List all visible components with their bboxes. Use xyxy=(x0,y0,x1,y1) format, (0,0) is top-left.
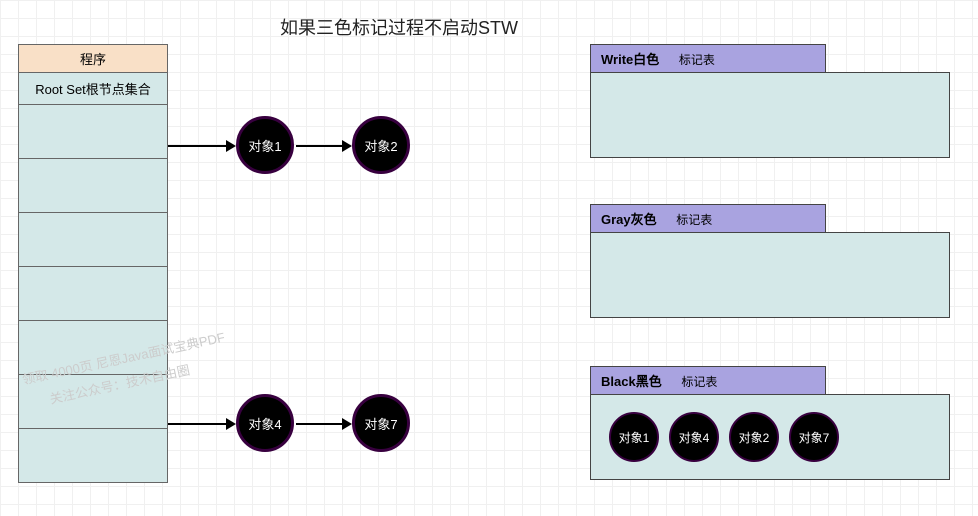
diagram-title: 如果三色标记过程不启动STW xyxy=(280,14,518,40)
arrow-obj4-to-obj7 xyxy=(296,423,344,425)
gray-panel xyxy=(590,232,950,318)
rootset-cell xyxy=(18,213,168,267)
white-tab: Write白色 标记表 xyxy=(590,44,826,72)
program-header: 程序 xyxy=(18,44,168,73)
black-tab-bold: Black黑色 xyxy=(601,374,662,389)
left-column: 程序 Root Set根节点集合 xyxy=(18,44,168,483)
gray-tab: Gray灰色 标记表 xyxy=(590,204,826,232)
node-obj1: 对象1 xyxy=(236,116,294,174)
black-panel-group: Black黑色 标记表 对象1对象4对象2对象7 xyxy=(590,366,950,480)
black-item-node: 对象4 xyxy=(669,412,719,462)
black-item-node: 对象2 xyxy=(729,412,779,462)
rootset-cell xyxy=(18,267,168,321)
arrow-root-to-obj1 xyxy=(168,145,228,147)
arrow-head-3 xyxy=(226,418,236,430)
black-tab-sub: 标记表 xyxy=(681,375,717,389)
black-item-node: 对象1 xyxy=(609,412,659,462)
arrow-root-to-obj4 xyxy=(168,423,228,425)
arrow-obj1-to-obj2 xyxy=(296,145,344,147)
node-obj7: 对象7 xyxy=(352,394,410,452)
gray-tab-bold: Gray灰色 xyxy=(601,212,657,227)
white-panel-group: Write白色 标记表 xyxy=(590,44,950,158)
black-tab: Black黑色 标记表 xyxy=(590,366,826,394)
rootset-cell xyxy=(18,429,168,483)
rootset-cell xyxy=(18,105,168,159)
rootset-header: Root Set根节点集合 xyxy=(18,73,168,105)
gray-panel-group: Gray灰色 标记表 xyxy=(590,204,950,318)
node-obj2: 对象2 xyxy=(352,116,410,174)
node-obj4: 对象4 xyxy=(236,394,294,452)
black-panel: 对象1对象4对象2对象7 xyxy=(590,394,950,480)
white-panel xyxy=(590,72,950,158)
arrow-head-2 xyxy=(342,140,352,152)
gray-tab-sub: 标记表 xyxy=(676,213,712,227)
arrow-head-4 xyxy=(342,418,352,430)
black-item-node: 对象7 xyxy=(789,412,839,462)
white-tab-bold: Write白色 xyxy=(601,52,659,67)
arrow-head-1 xyxy=(226,140,236,152)
white-tab-sub: 标记表 xyxy=(679,53,715,67)
rootset-cell xyxy=(18,159,168,213)
